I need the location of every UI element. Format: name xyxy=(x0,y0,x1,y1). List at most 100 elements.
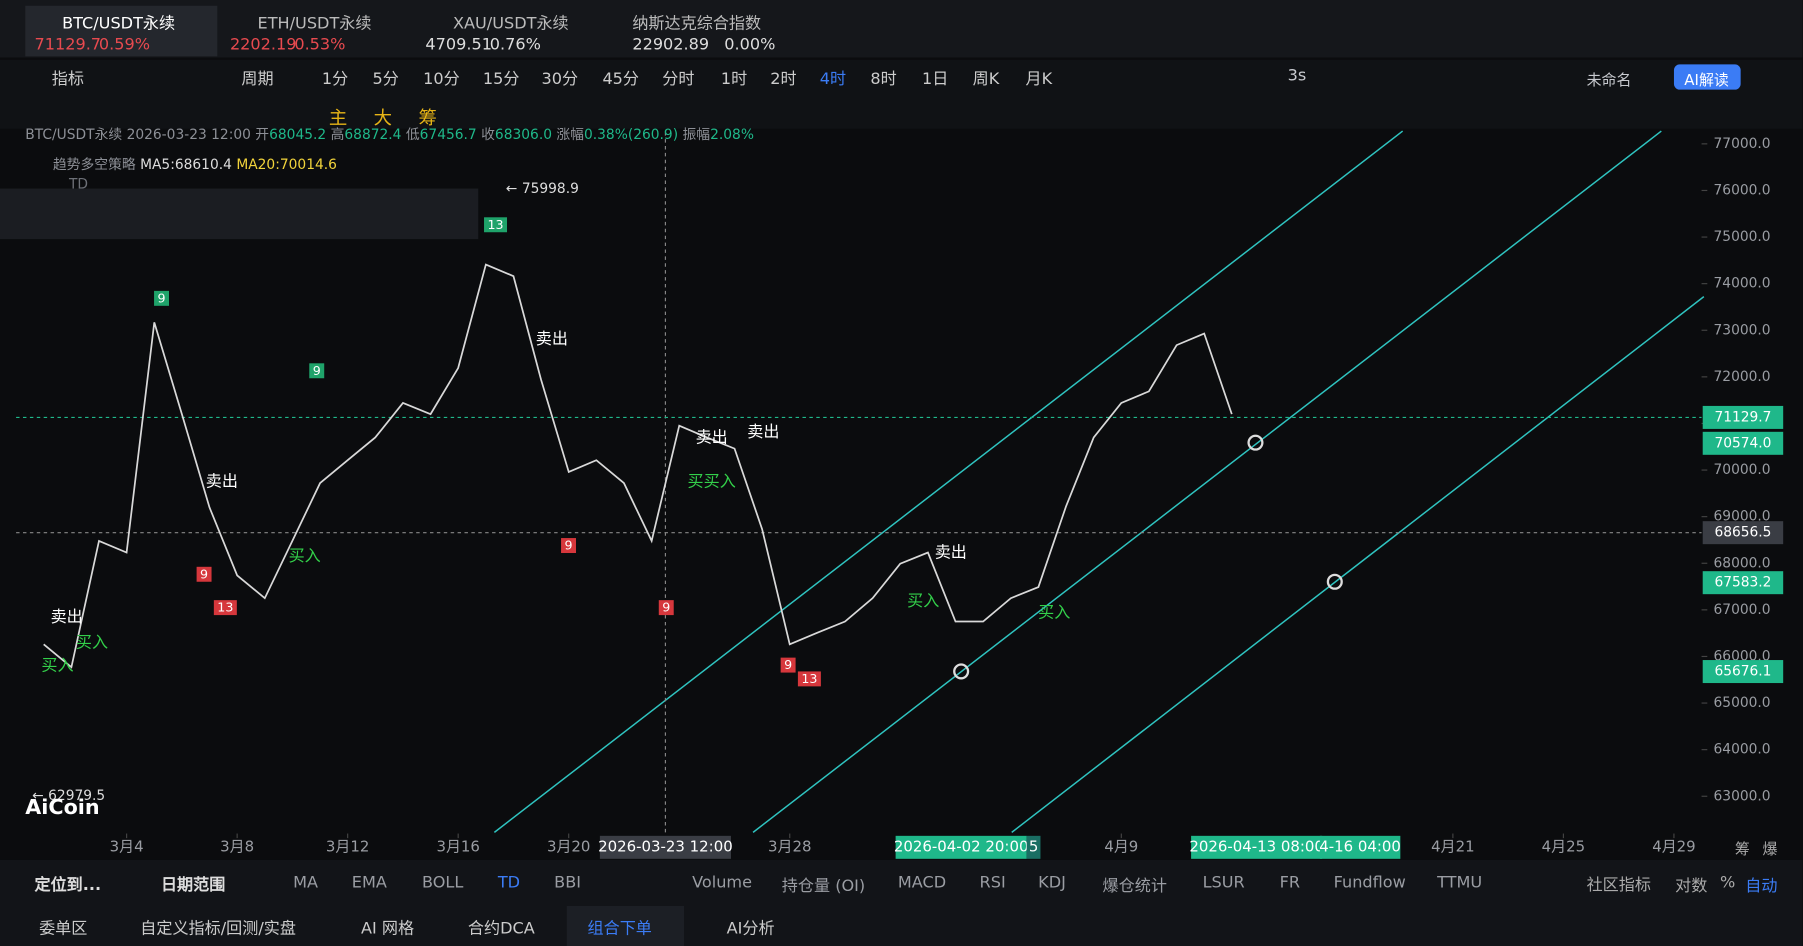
timeframe[interactable]: 1分 xyxy=(321,70,349,89)
community[interactable]: 社区指标 xyxy=(1586,876,1651,895)
timeframe[interactable]: 2时 xyxy=(770,70,797,89)
bottom-tab[interactable]: AI 网格 xyxy=(361,919,415,939)
buy-signal: 买入 xyxy=(75,633,109,652)
tab-symbol[interactable]: XAU/USDT永续 xyxy=(452,14,569,34)
timeframe[interactable]: 指标 xyxy=(51,70,84,89)
x-tick-label: 3月16 xyxy=(436,837,479,855)
high: 68872.4 xyxy=(344,126,402,143)
draw-tool[interactable]: 筹 xyxy=(418,106,437,129)
indicator[interactable]: 爆仓统计 xyxy=(1102,877,1167,896)
ai-label[interactable]: AI解读 xyxy=(1684,72,1729,90)
buy-signal: 买入 xyxy=(288,547,321,566)
x-tick-label: 3月20 xyxy=(547,837,590,855)
y-tick-label: 68000.0 xyxy=(1714,555,1771,571)
indicator[interactable]: BBI xyxy=(554,873,581,893)
open: 68045.2 xyxy=(269,126,327,143)
indicator[interactable]: Fundflow xyxy=(1333,873,1406,893)
range-label: 4-16 04:00 xyxy=(1319,837,1401,855)
strategy-line: 趋势多空策略 MA5:68610.4 MA20:70014.6 xyxy=(53,154,337,174)
bottom-tab[interactable]: 委单区 xyxy=(39,919,88,939)
layout-name[interactable]: 未命名 xyxy=(1586,72,1632,90)
td-count: 13 xyxy=(484,217,508,233)
timeframe[interactable]: 5分 xyxy=(372,70,399,89)
footer xyxy=(0,859,1803,946)
tab-bar xyxy=(0,0,1803,58)
timeframe[interactable]: 30分 xyxy=(541,70,579,89)
x-tick-label: 4月25 xyxy=(1542,837,1585,855)
td-count: 9 xyxy=(561,538,576,554)
label: 收 xyxy=(481,126,495,143)
indicator[interactable]: 持仓量 (OI) xyxy=(781,877,866,896)
tab-symbol[interactable]: 纳斯达克综合指数 xyxy=(632,14,762,34)
timeframe[interactable]: 4时 xyxy=(819,70,847,89)
timeframe[interactable]: 月K xyxy=(1025,70,1053,89)
locate[interactable]: 定位到... xyxy=(34,876,102,895)
indicator[interactable]: KDJ xyxy=(1038,873,1066,893)
ma5: MA5:68610.4 xyxy=(140,156,232,173)
td-count: 9 xyxy=(658,600,674,616)
bottom-tab[interactable]: AI分析 xyxy=(726,919,775,939)
tab-symbol[interactable]: BTC/USDT永续 xyxy=(62,14,176,34)
indicator[interactable]: TD xyxy=(497,873,521,893)
side-tool[interactable]: 爆 xyxy=(1762,841,1778,859)
indicator[interactable]: EMA xyxy=(351,873,387,893)
timeframe[interactable]: 1日 xyxy=(922,70,949,89)
timeframe[interactable]: 分时 xyxy=(662,70,695,89)
axis-mode[interactable]: % xyxy=(1719,873,1736,893)
tab-change: 0.59% xyxy=(98,35,151,55)
info-symbol: BTC/USDT永续 xyxy=(25,126,123,143)
indicator[interactable]: RSI xyxy=(979,873,1006,893)
timeframe[interactable]: 周K xyxy=(972,70,1000,89)
timeframe[interactable]: 1时 xyxy=(720,70,748,89)
tab-change: 0.53% xyxy=(294,35,346,55)
timeframe[interactable]: 8时 xyxy=(870,70,897,89)
tab-symbol[interactable]: ETH/USDT永续 xyxy=(257,14,372,34)
label: 高 xyxy=(330,126,345,143)
side-tool[interactable]: 筹 xyxy=(1734,841,1750,859)
bottom-tab[interactable]: 自定义指标/回测/实盘 xyxy=(140,919,296,939)
range-label: 2026-04-13 08:00 xyxy=(1189,837,1324,855)
bottom-tab[interactable]: 合约DCA xyxy=(467,919,535,939)
buy-signal: 买入 xyxy=(907,592,940,611)
x-tick-label: 3月28 xyxy=(768,837,811,855)
indicator[interactable]: TTMU xyxy=(1437,873,1483,893)
axis-mode[interactable]: 自动 xyxy=(1745,877,1778,896)
y-tick-label: 72000.0 xyxy=(1714,369,1771,385)
axis-mode[interactable]: 对数 xyxy=(1675,877,1708,896)
sell-signal: 卖出 xyxy=(695,428,728,448)
buy-signal: 买买入 xyxy=(687,472,736,491)
refresh[interactable]: 3s xyxy=(1287,66,1307,86)
draw-tool[interactable]: 大 xyxy=(373,106,393,129)
timeframe[interactable]: 10分 xyxy=(423,70,460,89)
strategy: 趋势多空策略 xyxy=(52,156,136,173)
toolbars xyxy=(0,59,1803,129)
range-label: 5 xyxy=(1029,837,1039,855)
y-tick-label: 65000.0 xyxy=(1714,695,1771,711)
td-count: 9 xyxy=(780,657,796,673)
price-tag-label: 67583.2 xyxy=(1714,575,1771,591)
indicator[interactable]: Volume xyxy=(692,873,752,893)
indicator[interactable]: LSUR xyxy=(1202,873,1245,893)
x-tick-label: 3月4 xyxy=(110,837,144,855)
timeframe[interactable]: 15分 xyxy=(482,70,520,89)
price-tag xyxy=(1702,521,1784,545)
timeframe[interactable]: 45分 xyxy=(602,70,640,89)
draw-tool[interactable]: 主 xyxy=(328,106,348,129)
draw-panel xyxy=(0,188,479,240)
range-box xyxy=(895,835,1027,859)
indicator[interactable]: MACD xyxy=(897,873,947,893)
indicator[interactable]: FR xyxy=(1279,873,1301,893)
tab-price: 22902.89 xyxy=(632,35,710,55)
ai-button[interactable] xyxy=(1673,64,1741,90)
tab-price: 2202.19 xyxy=(229,35,297,55)
range-box xyxy=(1026,835,1041,859)
buy-signal: 买入 xyxy=(1038,603,1071,622)
bottom-tab[interactable]: 组合下单 xyxy=(587,919,652,939)
indicator[interactable]: MA xyxy=(293,873,319,893)
price-tag-label: 65676.1 xyxy=(1714,664,1771,680)
timeframe[interactable]: 周期 xyxy=(241,70,274,89)
label: 振幅 xyxy=(682,126,711,143)
date-range[interactable]: 日期范围 xyxy=(160,876,226,895)
crosshair-label: 2026-03-23 12:00 xyxy=(598,837,733,855)
indicator[interactable]: BOLL xyxy=(421,873,464,893)
